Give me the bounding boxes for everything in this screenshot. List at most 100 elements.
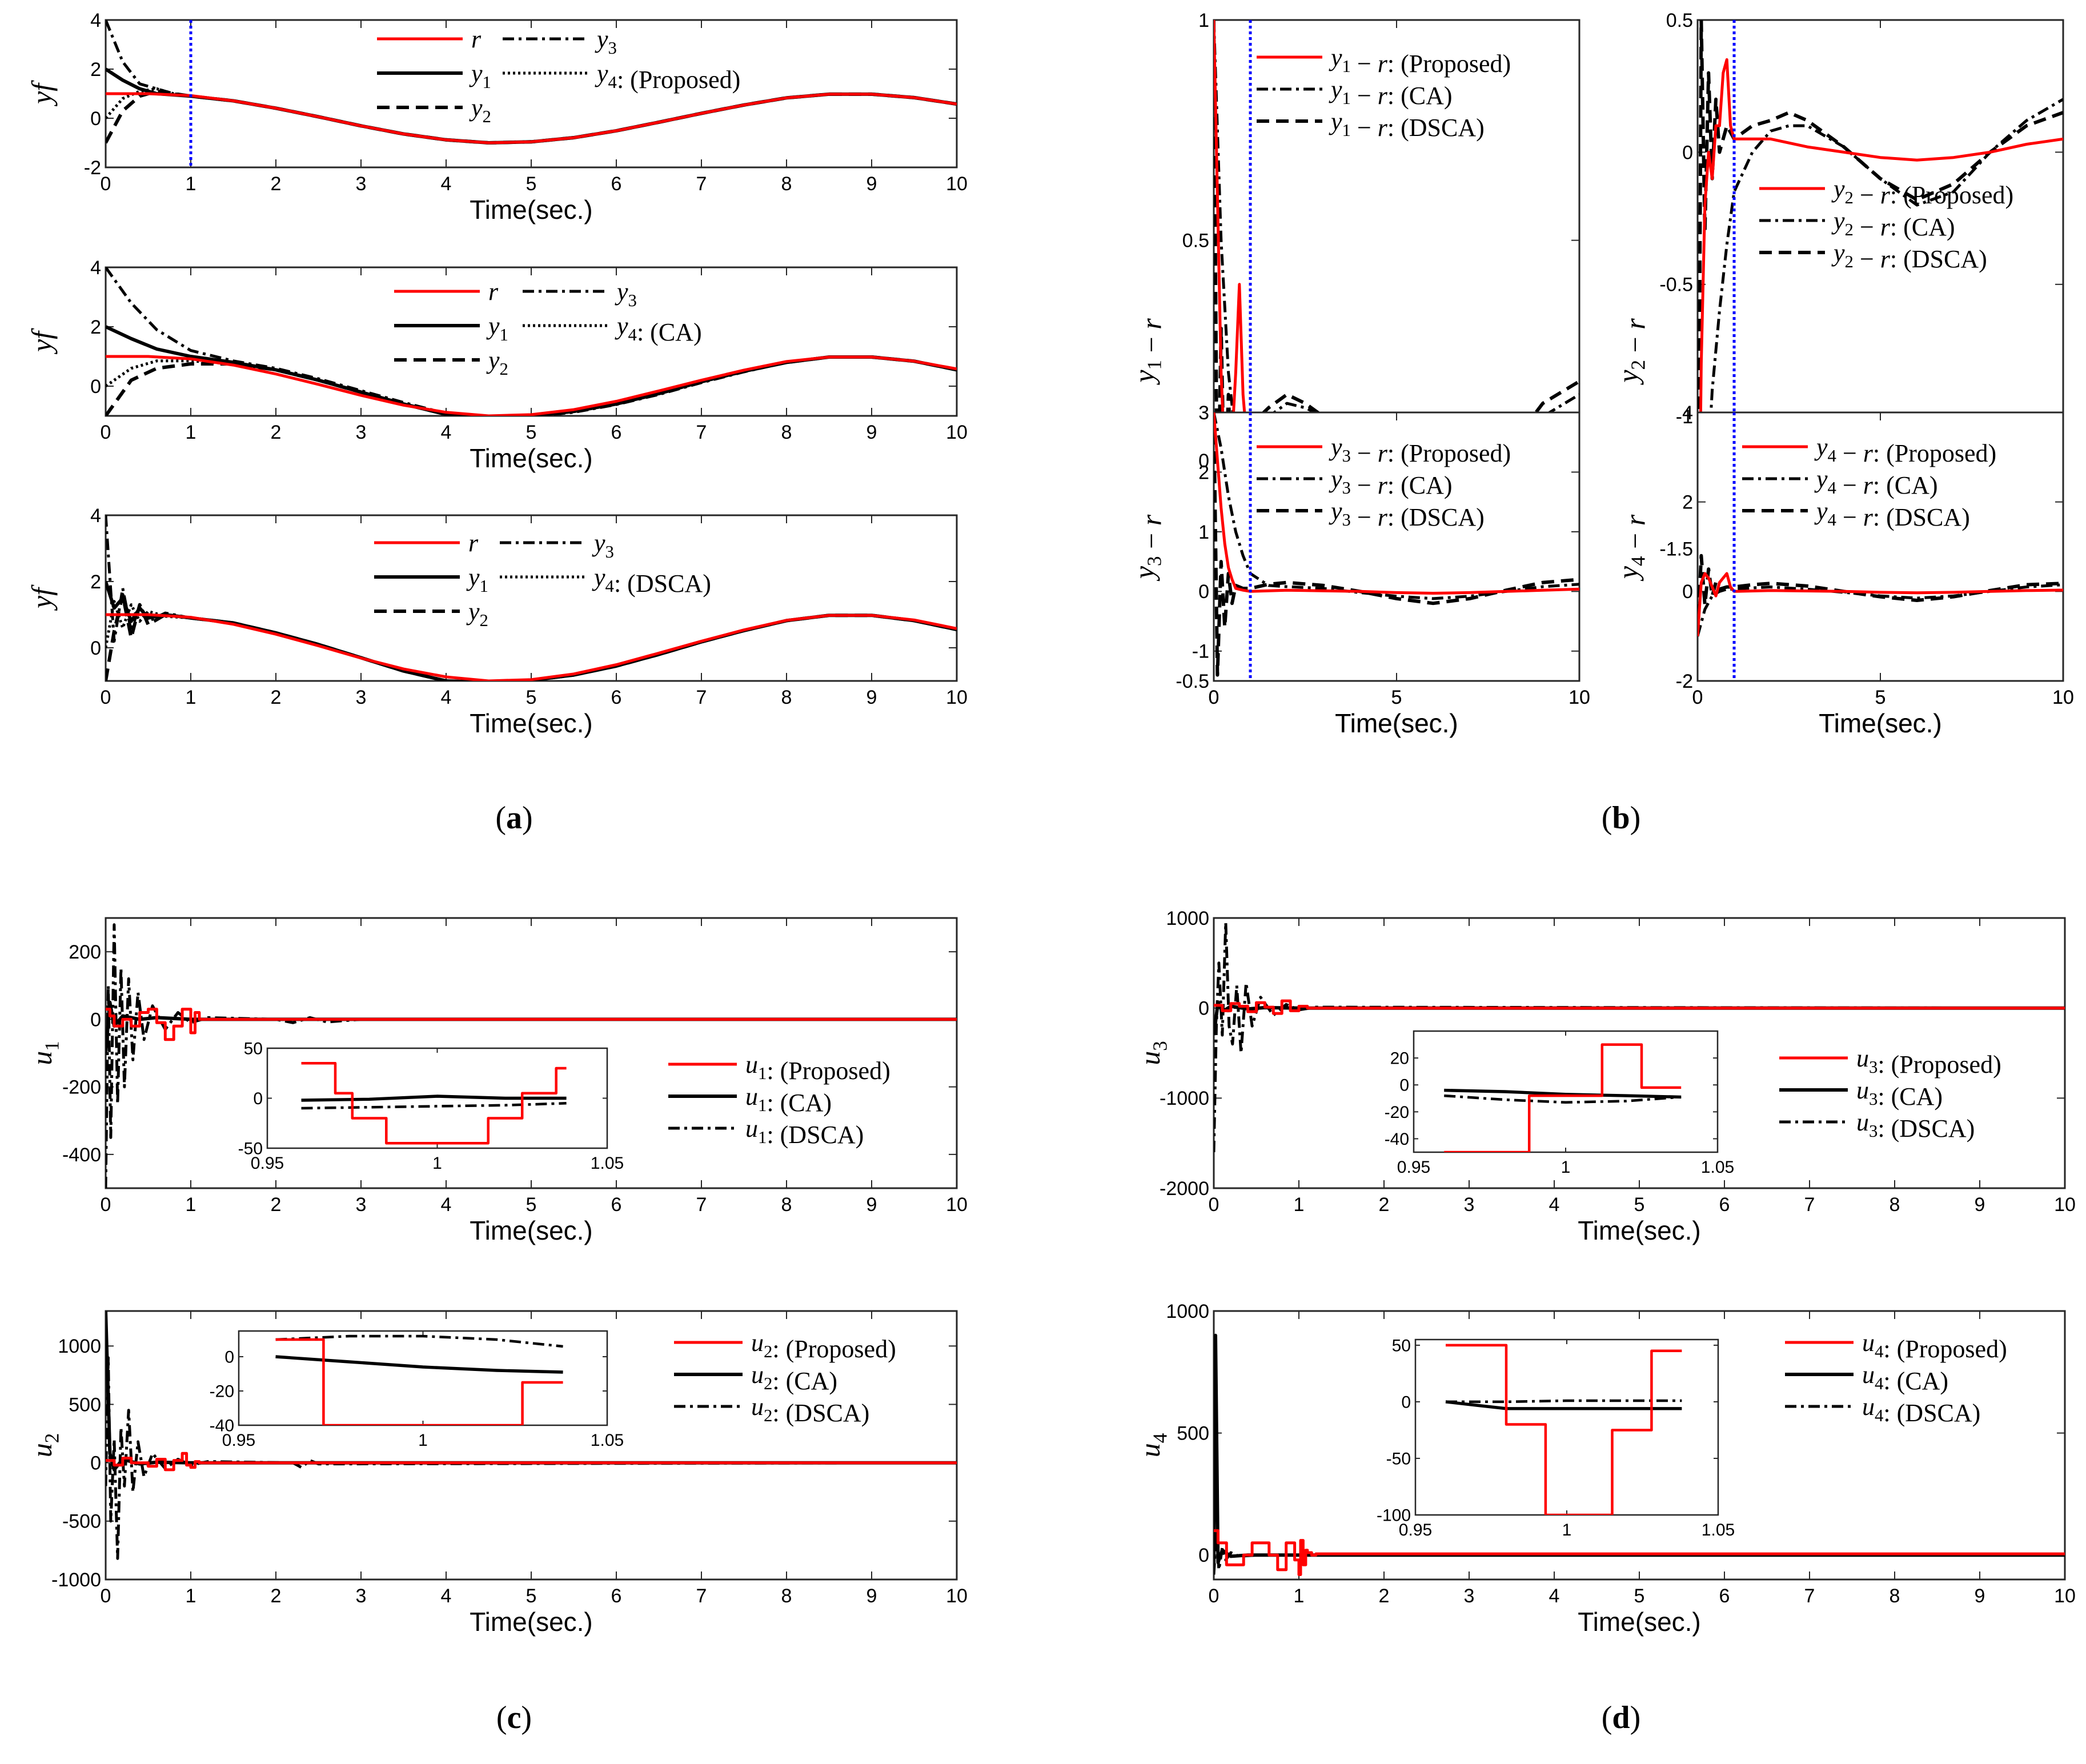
- y-axis-label-text: u1: [26, 1041, 63, 1065]
- y-axis-label: yf: [26, 584, 58, 611]
- legend-label: u1: (CA): [745, 1083, 832, 1117]
- legend-label: y3 − r: (DSCA): [1329, 497, 1485, 531]
- series-line-r: [106, 613, 957, 681]
- y-tick-label: 50: [1392, 1336, 1411, 1355]
- y-tick-label: 0: [1198, 1545, 1209, 1566]
- inset-d2: 0.95 1 1.05 -100 -50 0 50: [1377, 1336, 1735, 1540]
- y-axis-label-text: yf: [26, 328, 58, 355]
- legend-label: y4 − r: (DSCA): [1814, 497, 1970, 531]
- legend-label: y2 − r: (CA): [1831, 207, 1955, 241]
- y-tick-label: 0.5: [1666, 10, 1693, 31]
- legend-label: y4: (CA): [615, 312, 702, 346]
- x-tick-label: 1: [186, 422, 196, 443]
- x-tick-label: 0: [101, 173, 111, 195]
- y-tick-label: -20: [210, 1382, 234, 1401]
- y-tick-label: 2: [1682, 492, 1693, 514]
- x-tick-label: 1.05: [1702, 1521, 1735, 1540]
- x-tick-label: 2: [1379, 1194, 1390, 1216]
- y-tick-label: 50: [244, 1040, 263, 1059]
- x-tick-label: 2: [271, 1194, 282, 1216]
- inset-c1: 0.95 1 1.05 -50 0 50: [238, 1040, 624, 1173]
- x-tick-label: 6: [1719, 1194, 1730, 1216]
- y-tick-label: 0: [1401, 1393, 1411, 1412]
- y-tick-label: 500: [69, 1394, 101, 1416]
- x-tick-label: 4: [1549, 1585, 1560, 1607]
- x-tick-label: 6: [611, 173, 622, 195]
- chart-c2: 0 1 2 3 4 5 6 7 8 9 10-1000-50005001000Time(sec.)u…: [26, 1310, 968, 1637]
- series-line-proposed: [1446, 1344, 1682, 1515]
- x-tick-label: 0.95: [1399, 1521, 1432, 1540]
- x-tick-label: 9: [867, 1194, 877, 1216]
- series-line-r: [106, 355, 957, 416]
- y-tick-label: -20: [1385, 1103, 1409, 1122]
- y-axis-label: y3 − r: [1128, 514, 1168, 582]
- y-tick-label: 4: [90, 257, 101, 279]
- x-tick-label: 9: [1975, 1194, 1985, 1216]
- series-line-dsca: [275, 1334, 563, 1348]
- x-tick-label: 4: [441, 687, 452, 708]
- inset-c2: 0.95 1 1.05 -40 -20 0: [210, 1330, 624, 1450]
- x-tick-label: 0: [1692, 687, 1703, 708]
- x-tick-label: 4: [441, 173, 452, 195]
- x-tick-label: 1: [1294, 1585, 1305, 1607]
- x-tick-label: 1.05: [591, 1431, 624, 1450]
- y-tick-label: -2: [1676, 671, 1693, 692]
- axes-frame: [1696, 411, 2064, 682]
- y-tick-label: 0: [90, 376, 101, 398]
- x-axis-label: Time(sec.): [470, 1607, 593, 1637]
- legend: y4 − r: (Proposed)y4 − r: (CA)y4 − r: (D…: [1742, 433, 1996, 531]
- y-axis-label: yf: [26, 328, 58, 355]
- legend-label: y3: [615, 278, 637, 310]
- y-tick-label: -1000: [1160, 1088, 1209, 1109]
- legend-label: y3 − r: (CA): [1329, 465, 1453, 499]
- series-line-proposed: [301, 1062, 567, 1145]
- y-tick-label: 0: [1682, 581, 1693, 603]
- x-tick-label: 0.95: [251, 1154, 284, 1173]
- y-tick-label: -2000: [1160, 1178, 1209, 1200]
- axes-frame: [105, 514, 958, 682]
- x-tick-label: 1: [432, 1154, 442, 1173]
- chart-d1: 0 1 2 3 4 5 6 7 8 9 10-2000-100001000Time(sec.)u30…: [1134, 908, 2076, 1245]
- y-axis-label-text: u3: [1134, 1041, 1172, 1065]
- x-tick-label: 0: [1209, 1585, 1219, 1607]
- legend-label: r: [471, 25, 482, 53]
- x-tick-label: 10: [2052, 687, 2074, 708]
- x-tick-label: 5: [1875, 687, 1886, 708]
- x-tick-label: 7: [696, 1585, 707, 1607]
- y-tick-label: 0: [224, 1348, 234, 1367]
- x-tick-label: 8: [781, 687, 792, 708]
- series-line-proposed: [1214, 412, 1579, 595]
- x-tick-label: 8: [1890, 1194, 1900, 1216]
- legend-label: y1 − r: (Proposed): [1329, 43, 1511, 78]
- series-line-dsca: [1446, 1399, 1682, 1404]
- y-tick-label: 1000: [1166, 1301, 1209, 1322]
- x-tick-label: 2: [271, 687, 282, 708]
- series-line-dsca: [1698, 554, 2063, 636]
- x-axis-label: Time(sec.): [1578, 1607, 1701, 1637]
- y-tick-label: 0: [90, 1009, 101, 1031]
- x-tick-label: 8: [781, 1194, 792, 1216]
- legend-label: y2 − r: (DSCA): [1831, 239, 1987, 273]
- x-tick-label: 1: [186, 687, 196, 708]
- x-tick-label: 0: [1209, 1194, 1219, 1216]
- series-line-proposed: [1698, 58, 2063, 681]
- inset-frame: [1414, 1338, 1719, 1516]
- x-tick-label: 5: [526, 687, 537, 708]
- legend-label: y1 − r: (CA): [1329, 75, 1453, 110]
- y-tick-label: 0: [1399, 1076, 1409, 1095]
- series-line-proposed: [106, 1008, 957, 1041]
- series-line-proposed: [1214, 1529, 2065, 1576]
- y-tick-label: 1: [1198, 522, 1209, 543]
- x-tick-label: 1.05: [591, 1154, 624, 1173]
- y-tick-label: -40: [1385, 1130, 1409, 1149]
- x-axis-label: Time(sec.): [1335, 708, 1458, 738]
- x-tick-label: 0: [1209, 687, 1219, 708]
- legend-label: y4 − r: (CA): [1814, 465, 1938, 499]
- legend: y2 − r: (Proposed)y2 − r: (CA)y2 − r: (D…: [1759, 175, 2013, 273]
- x-tick-label: 8: [781, 1585, 792, 1607]
- legend-label: y1 − r: (DSCA): [1329, 107, 1485, 142]
- x-tick-label: 1: [186, 1585, 196, 1607]
- y-tick-label: -200: [62, 1077, 101, 1099]
- series-line-ca: [1698, 98, 2063, 681]
- legend-label: u4: (CA): [1862, 1361, 1948, 1395]
